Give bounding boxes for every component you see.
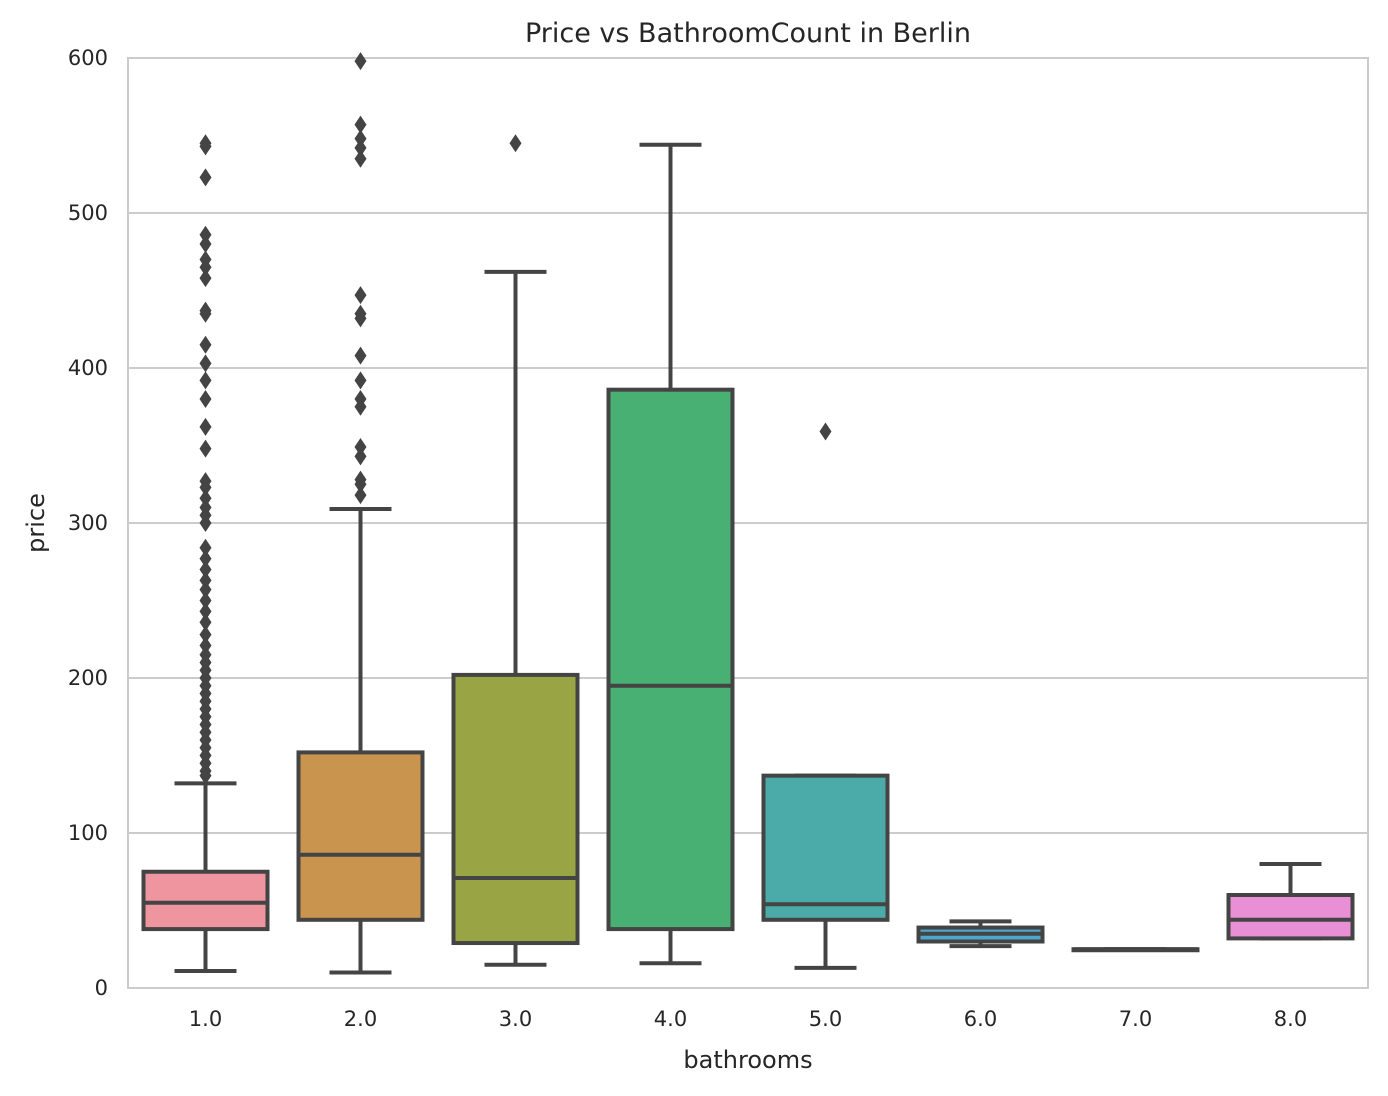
outlier-1.0-21: [199, 514, 212, 532]
outlier-1.0-7: [199, 269, 212, 288]
outlier-3.0-0: [509, 134, 522, 153]
box-group-5.0: [761, 422, 890, 970]
chart-title: Price vs BathroomCount in Berlin: [525, 18, 971, 49]
outlier-2.0-13: [354, 447, 367, 466]
box-group-4.0: [606, 142, 735, 966]
y-tick-label-300: 300: [68, 511, 108, 535]
outlier-2.0-4: [354, 149, 367, 168]
outlier-1.0-27: [199, 591, 212, 610]
outlier-1.0-15: [199, 439, 212, 458]
y-tick-label-100: 100: [68, 821, 108, 845]
x-tick-label-8.0: 8.0: [1274, 1007, 1307, 1031]
outlier-2.0-8: [354, 346, 367, 365]
y-tick-label-400: 400: [68, 356, 108, 380]
outlier-1.0-12: [199, 371, 212, 390]
outlier-1.0-18: [199, 489, 212, 508]
y-tick-label-200: 200: [68, 666, 108, 690]
outlier-1.0-48: [199, 766, 212, 785]
box-group-1.0: [141, 134, 270, 973]
plot-frame: [127, 57, 1369, 989]
outlier-2.0-9: [354, 371, 367, 390]
box-3.0: [451, 672, 580, 946]
outlier-1.0-26: [199, 580, 212, 599]
outlier-1.0-22: [199, 538, 212, 557]
outlier-1.0-3: [199, 225, 212, 244]
outlier-2.0-0: [354, 52, 367, 71]
x-tick-label-1.0: 1.0: [189, 1007, 222, 1031]
box-group-6.0: [916, 919, 1045, 949]
outlier-1.0-29: [199, 613, 212, 632]
outlier-1.0-30: [199, 625, 212, 644]
outlier-1.0-24: [199, 560, 212, 579]
x-tick-label-6.0: 6.0: [964, 1007, 997, 1031]
outlier-2.0-11: [354, 397, 367, 416]
box-5.0: [761, 773, 890, 922]
box-2.0: [296, 750, 425, 922]
y-tick-label-600: 600: [68, 46, 108, 70]
box-group-3.0: [451, 134, 580, 967]
box-4.0: [606, 387, 735, 932]
box-group-2.0: [296, 52, 425, 975]
outlier-2.0-15: [354, 475, 367, 494]
outlier-1.0-13: [199, 390, 212, 408]
y-axis-label: price: [22, 493, 50, 553]
outlier-1.0-25: [199, 571, 212, 590]
outlier-5.0-0: [819, 422, 832, 441]
outlier-1.0-1: [199, 137, 212, 156]
outlier-2.0-1: [354, 115, 367, 134]
outlier-2.0-5: [354, 286, 367, 305]
x-tick-label-4.0: 4.0: [654, 1007, 687, 1031]
outlier-1.0-9: [199, 304, 212, 323]
boxes-layer: [141, 52, 1355, 975]
outlier-1.0-23: [199, 549, 212, 568]
outlier-1.0-10: [199, 335, 212, 354]
outlier-1.0-14: [199, 417, 212, 436]
y-tick-label-500: 500: [68, 201, 108, 225]
outlier-1.0-4: [199, 235, 212, 253]
outlier-1.0-6: [199, 258, 212, 277]
outlier-2.0-16: [354, 486, 367, 505]
outlier-2.0-7: [354, 309, 367, 328]
box-group-8.0: [1226, 862, 1355, 941]
y-tick-labels: 0 100 200 300 400 500 600: [68, 46, 108, 1000]
y-tick-label-0: 0: [95, 976, 108, 1000]
box-group-7.0: [1071, 947, 1200, 953]
x-axis-label: bathrooms: [683, 1046, 812, 1074]
outlier-1.0-2: [199, 168, 212, 187]
outlier-1.0-28: [199, 602, 212, 621]
outlier-2.0-12: [354, 438, 367, 457]
outlier-2.0-2: [354, 129, 367, 148]
box-1.0: [141, 869, 270, 932]
x-tick-label-3.0: 3.0: [499, 1007, 532, 1031]
x-tick-label-7.0: 7.0: [1119, 1007, 1152, 1031]
outlier-1.0-31: [199, 636, 212, 655]
grid-layer: [128, 212, 1368, 834]
outlier-2.0-3: [354, 138, 367, 157]
x-tick-labels: 1.0 2.0 3.0 4.0 5.0 6.0 7.0 8.0: [189, 1007, 1307, 1031]
x-tick-label-2.0: 2.0: [344, 1007, 377, 1031]
box-8.0: [1226, 893, 1355, 941]
outlier-1.0-11: [199, 354, 212, 373]
outlier-1.0-17: [199, 478, 212, 497]
x-tick-label-5.0: 5.0: [809, 1007, 842, 1031]
